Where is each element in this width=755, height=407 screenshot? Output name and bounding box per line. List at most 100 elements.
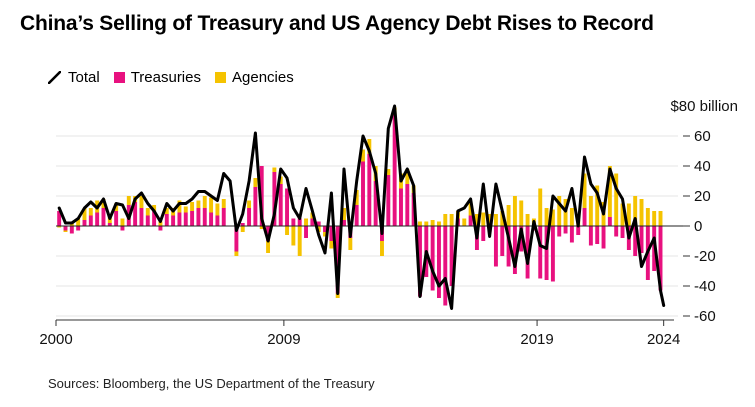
bar-agencies [354, 190, 359, 205]
bar-treasuries [221, 208, 226, 226]
bar-agencies [633, 196, 638, 226]
bar-treasuries [145, 215, 150, 226]
bar-treasuries [215, 215, 220, 226]
bar-agencies [247, 200, 252, 208]
bar-treasuries [171, 215, 176, 226]
bar-agencies [367, 139, 372, 154]
bar-treasuries [418, 226, 422, 297]
treasuries-swatch-icon [113, 72, 125, 83]
bar-agencies [177, 200, 182, 213]
bar-agencies [386, 169, 391, 175]
bar-treasuries [468, 215, 473, 226]
bar-agencies [500, 211, 505, 226]
bar-treasuries [164, 214, 169, 226]
bar-agencies [443, 214, 448, 226]
bar-treasuries [69, 226, 74, 234]
total-line-icon [48, 71, 61, 84]
y-tick-label: 60 [694, 128, 711, 145]
bar-treasuries [310, 218, 315, 226]
bar-agencies [449, 214, 454, 226]
bar-treasuries [114, 211, 119, 226]
y-unit-label: $80 billion [670, 98, 738, 115]
bar-treasuries [57, 211, 62, 226]
legend-label-total: Total [68, 69, 100, 86]
bar-agencies [164, 208, 169, 214]
bar-treasuries [582, 208, 587, 226]
bar-agencies [57, 226, 62, 228]
bar-treasuries [493, 226, 498, 267]
bar-treasuries [544, 226, 549, 280]
bar-treasuries [316, 221, 321, 226]
bar-treasuries [139, 208, 144, 226]
bar-agencies [88, 208, 93, 216]
legend-item-total: Total [48, 69, 100, 86]
bar-agencies [462, 218, 467, 226]
bar-treasuries [538, 226, 543, 279]
y-tick-label: -60 [694, 308, 716, 325]
y-tick-label: -40 [694, 278, 716, 295]
bar-treasuries [588, 226, 593, 246]
x-tick-label: 2000 [39, 331, 72, 348]
bar-agencies [107, 217, 112, 223]
bar-agencies [297, 226, 302, 256]
bar-treasuries [291, 218, 296, 226]
bar-treasuries [278, 184, 283, 226]
bar-treasuries [399, 188, 403, 226]
bar-treasuries [323, 226, 327, 232]
bar-treasuries [601, 226, 606, 249]
x-tick-label: 2019 [520, 331, 553, 348]
bar-agencies [544, 208, 549, 226]
bar-agencies [202, 196, 207, 208]
bar-treasuries [658, 226, 663, 291]
bar-treasuries [82, 220, 87, 226]
bar-treasuries [595, 226, 600, 244]
bar-treasuries [234, 226, 239, 252]
bar-treasuries [342, 220, 346, 226]
bar-treasuries [607, 217, 612, 226]
bar-treasuries [525, 226, 530, 279]
bar-treasuries [297, 218, 302, 226]
bar-agencies [342, 208, 346, 220]
bar-agencies [626, 203, 631, 226]
bar-agencies [316, 226, 321, 232]
bar-agencies [525, 214, 530, 226]
bar-treasuries [247, 208, 252, 226]
bar-agencies [145, 208, 150, 216]
bar-treasuries [177, 212, 182, 226]
bar-agencies [424, 221, 429, 226]
bar-treasuries [481, 226, 486, 241]
legend-label-treasuries: Treasuries [130, 69, 201, 86]
bar-agencies [183, 206, 188, 213]
bar-agencies [569, 208, 574, 226]
bar-treasuries [405, 184, 410, 226]
y-tick-label: 0 [694, 218, 702, 235]
bar-treasuries [367, 154, 372, 226]
bar-treasuries [95, 212, 100, 226]
bar-agencies [468, 203, 473, 216]
bar-treasuries [107, 223, 112, 226]
bar-agencies [196, 200, 201, 208]
bar-agencies [139, 196, 144, 208]
bar-agencies [652, 211, 657, 226]
bar-treasuries [190, 211, 195, 226]
bar-treasuries [63, 226, 68, 231]
bar-treasuries [183, 212, 188, 226]
bar-agencies [120, 218, 125, 226]
bar-agencies [582, 173, 587, 208]
bar-agencies [493, 214, 498, 226]
bar-treasuries [158, 226, 163, 231]
bar-agencies [259, 226, 264, 229]
bar-agencies [474, 214, 479, 226]
bar-treasuries [373, 181, 378, 226]
bar-treasuries [557, 226, 562, 237]
bar-agencies [550, 209, 555, 226]
bar-agencies [323, 232, 327, 237]
bar-treasuries [202, 208, 207, 226]
bar-agencies [240, 226, 245, 232]
bar-agencies [595, 185, 600, 226]
bar-treasuries [506, 226, 511, 267]
bar-treasuries [430, 226, 435, 291]
bar-treasuries [620, 226, 625, 238]
bar-agencies [506, 205, 511, 226]
bar-agencies [563, 199, 568, 226]
